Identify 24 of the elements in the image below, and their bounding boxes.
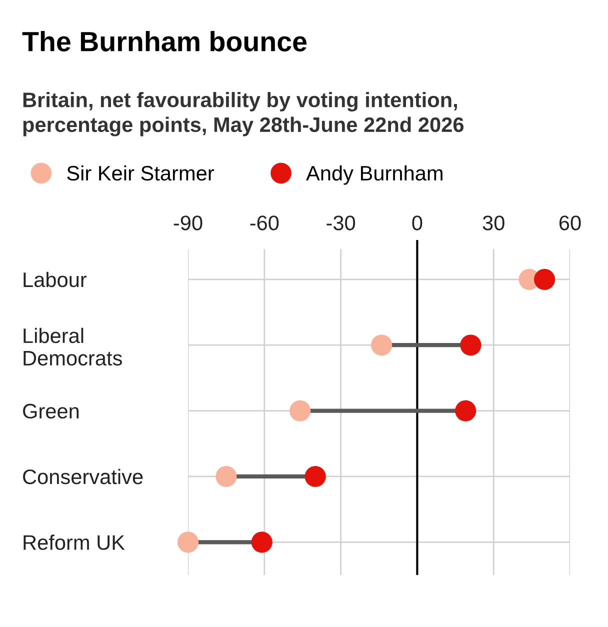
x-tick-label: 60 — [559, 216, 581, 230]
chart-subtitle: Britain, net favourability by voting intention, percentage points, May 28th-June 22nd 2026 — [23, 92, 464, 136]
point — [290, 400, 311, 422]
y-tick-label: Labour — [24, 272, 87, 288]
point — [304, 466, 326, 488]
point — [251, 532, 272, 553]
legend-label: Sir Keir Starmer — [67, 165, 214, 181]
chart-title: The Burnham bounce — [22, 31, 307, 52]
x-tick-label: -90 — [174, 216, 202, 230]
y-tick-label: Green — [23, 404, 79, 419]
point — [455, 400, 476, 422]
x-tick-label: -30 — [326, 216, 356, 230]
y-tick-label: Liberal Democrats — [24, 328, 122, 366]
legend-label: Andy Burnham — [306, 165, 442, 185]
point — [534, 268, 556, 290]
x-tick-label: 0 — [412, 216, 422, 230]
x-tick-label: 30 — [482, 216, 504, 230]
point — [371, 334, 392, 356]
y-tick-label: Reform UK — [24, 534, 125, 550]
x-tick-label: -60 — [250, 216, 279, 230]
y-tick-label: Conservative — [23, 468, 143, 484]
point — [177, 532, 199, 553]
point — [216, 466, 237, 488]
point — [460, 334, 482, 356]
